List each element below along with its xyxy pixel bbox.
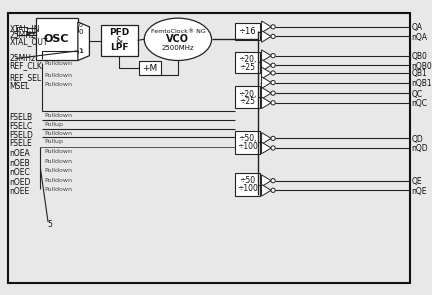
Text: 1: 1 (79, 49, 83, 54)
Text: FSELC: FSELC (10, 122, 33, 131)
Text: nOEB: nOEB (10, 158, 30, 168)
Circle shape (271, 25, 275, 29)
Text: Pulldown: Pulldown (44, 73, 72, 78)
Bar (235, 23, 260, 40)
Text: 2500MHz: 2500MHz (162, 45, 194, 51)
Bar (235, 52, 260, 73)
Text: Pulldown: Pulldown (44, 168, 72, 173)
Bar (101, 25, 137, 56)
Text: FSELD: FSELD (10, 131, 34, 140)
Text: OSC: OSC (44, 34, 70, 44)
Text: Pulldown: Pulldown (44, 178, 72, 183)
Text: nOED: nOED (10, 178, 31, 187)
Text: nQB1: nQB1 (412, 79, 432, 88)
Text: 5: 5 (48, 220, 52, 230)
Text: Pulldown: Pulldown (44, 61, 72, 66)
Polygon shape (261, 87, 271, 99)
Text: Pulldown: Pulldown (44, 187, 72, 192)
Text: 25MHz: 25MHz (10, 54, 36, 63)
Circle shape (271, 54, 275, 58)
Text: REF_CLK: REF_CLK (10, 61, 42, 71)
Text: Pulldown: Pulldown (44, 131, 72, 136)
Text: QE: QE (412, 177, 422, 186)
Text: Pulldown: Pulldown (44, 82, 72, 87)
Text: ÷16: ÷16 (238, 27, 256, 36)
Text: 0: 0 (79, 29, 83, 35)
Text: Pullup: Pullup (44, 122, 63, 127)
Circle shape (271, 81, 275, 85)
Ellipse shape (144, 18, 212, 60)
Text: ÷100: ÷100 (237, 184, 257, 193)
Circle shape (271, 34, 275, 39)
Text: ÷25: ÷25 (239, 97, 255, 106)
Bar (140, 61, 161, 75)
Text: nOEE: nOEE (10, 187, 30, 196)
Circle shape (271, 91, 275, 95)
Text: 25MHz: 25MHz (10, 31, 36, 40)
Text: FSELB: FSELB (10, 113, 33, 122)
Polygon shape (261, 142, 271, 154)
Text: QB1: QB1 (412, 69, 427, 78)
Bar (235, 86, 260, 108)
Text: QC: QC (412, 90, 422, 99)
Bar (17, 27, 27, 35)
Text: ÷50,: ÷50, (238, 134, 256, 143)
Text: nQE: nQE (412, 187, 427, 196)
Text: QD: QD (412, 135, 423, 144)
Text: ÷20,: ÷20, (238, 55, 256, 64)
Circle shape (271, 101, 275, 105)
Polygon shape (261, 31, 271, 42)
Text: FSELE: FSELE (10, 139, 32, 148)
Circle shape (271, 136, 275, 140)
Text: ÷100: ÷100 (237, 142, 257, 150)
Text: LPF: LPF (110, 43, 128, 53)
Text: Pullup: Pullup (44, 139, 63, 144)
Polygon shape (261, 21, 271, 32)
Polygon shape (261, 67, 271, 79)
Text: nOEA: nOEA (10, 149, 30, 158)
Text: nQD: nQD (412, 145, 428, 153)
Bar (235, 131, 260, 154)
Text: 1: 1 (79, 48, 83, 54)
Circle shape (271, 146, 275, 150)
Text: ÷25: ÷25 (239, 63, 255, 72)
Polygon shape (78, 22, 89, 60)
Text: nQA: nQA (412, 33, 428, 42)
Text: XTAL_IN: XTAL_IN (10, 24, 40, 33)
Text: ÷20,: ÷20, (238, 90, 256, 99)
Polygon shape (261, 77, 271, 88)
Bar (35, 18, 78, 60)
Text: 0: 0 (79, 23, 83, 28)
Circle shape (271, 178, 275, 183)
Text: VCO: VCO (166, 34, 189, 44)
Text: MSEL: MSEL (10, 82, 30, 91)
Polygon shape (261, 60, 271, 71)
Text: ÷50: ÷50 (239, 176, 255, 185)
Text: +M: +M (143, 64, 158, 73)
Circle shape (271, 188, 275, 192)
Polygon shape (261, 132, 271, 144)
Bar (235, 173, 260, 196)
Text: Pulldown: Pulldown (44, 158, 72, 163)
Text: Pulldown: Pulldown (44, 149, 72, 154)
Text: XTAL_OUT: XTAL_OUT (10, 37, 48, 46)
Text: REF_SEL: REF_SEL (10, 73, 42, 82)
Text: nQC: nQC (412, 99, 428, 108)
Polygon shape (261, 97, 271, 109)
Text: Pulldown: Pulldown (44, 113, 72, 118)
Text: PFD: PFD (109, 28, 129, 37)
Text: nQB0: nQB0 (412, 62, 432, 71)
Polygon shape (261, 175, 271, 186)
Polygon shape (261, 50, 271, 61)
Text: &: & (116, 36, 123, 45)
Text: QA: QA (412, 23, 422, 32)
Text: nOEC: nOEC (10, 168, 30, 177)
Circle shape (271, 63, 275, 67)
Polygon shape (261, 184, 271, 196)
Text: FemtoClock® NG: FemtoClock® NG (150, 29, 205, 34)
Circle shape (271, 71, 275, 75)
Text: QB0: QB0 (412, 52, 427, 61)
